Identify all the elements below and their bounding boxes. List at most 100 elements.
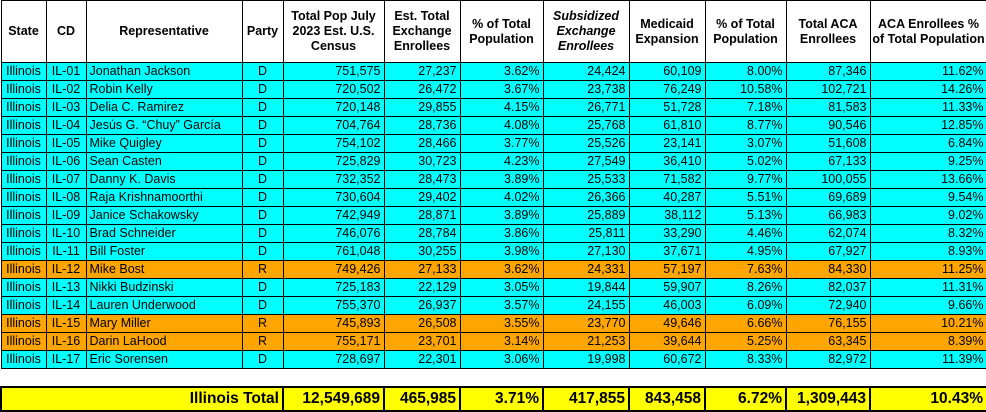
total-pop-cell: 755,171: [282, 332, 385, 351]
state-cell: Illinois: [0, 206, 47, 225]
representative-cell: Eric Sorensen: [85, 350, 243, 369]
total-pop-cell: 742,949: [282, 206, 385, 225]
party-cell: D: [241, 242, 284, 261]
exchange-cell: 28,784: [383, 224, 461, 243]
state-cell: Illinois: [0, 332, 47, 351]
total-pop-cell: 749,426: [282, 260, 385, 279]
cd-cell: IL-06: [45, 152, 87, 171]
state-cell: Illinois: [0, 296, 47, 315]
table-body: Illinois IL-01 Jonathan Jackson D 751,575 27,…: [0, 62, 986, 412]
pct-2-cell: 5.25%: [704, 332, 787, 351]
exchange-cell: 28,473: [383, 170, 461, 189]
header-pct-2: % of Total Population: [704, 0, 787, 63]
cd-cell: IL-11: [45, 242, 87, 261]
medicaid-cell: 51,728: [628, 98, 706, 117]
table-row: Illinois IL-16 Darin LaHood R 755,171 23,701 3…: [0, 332, 986, 351]
representative-cell: Bill Foster: [85, 242, 243, 261]
table-row: Illinois IL-13 Nikki Budzinski D 725,183 22,1…: [0, 278, 986, 297]
subsidized-cell: 25,526: [542, 134, 630, 153]
total-pct-1: 3.71%: [459, 386, 544, 412]
header-cd: CD: [45, 0, 87, 63]
table-row: Illinois IL-04 Jesús G. “Chuy” García D 704,…: [0, 116, 986, 135]
pct-1-cell: 4.23%: [459, 152, 544, 171]
state-cell: Illinois: [0, 62, 47, 81]
aca-pct-cell: 8.32%: [869, 224, 986, 243]
aca-cell: 100,055: [785, 170, 871, 189]
aca-cell: 67,133: [785, 152, 871, 171]
subsidized-cell: 25,533: [542, 170, 630, 189]
total-exchange: 465,985: [383, 386, 461, 412]
state-cell: Illinois: [0, 152, 47, 171]
exchange-cell: 30,723: [383, 152, 461, 171]
party-cell: D: [241, 296, 284, 315]
medicaid-cell: 60,672: [628, 350, 706, 369]
total-label: Illinois Total: [0, 386, 284, 412]
total-pop-cell: 728,697: [282, 350, 385, 369]
pct-2-cell: 5.51%: [704, 188, 787, 207]
header-pct-1: % of Total Population: [459, 0, 544, 63]
spacer-row: [1, 368, 986, 388]
party-cell: D: [241, 98, 284, 117]
table-row: Illinois IL-05 Mike Quigley D 754,102 28,466 3…: [0, 134, 986, 153]
pct-1-cell: 3.14%: [459, 332, 544, 351]
medicaid-cell: 59,907: [628, 278, 706, 297]
cd-cell: IL-03: [45, 98, 87, 117]
subsidized-cell: 24,331: [542, 260, 630, 279]
party-cell: D: [241, 350, 284, 369]
exchange-cell: 29,402: [383, 188, 461, 207]
state-cell: Illinois: [0, 98, 47, 117]
subsidized-cell: 21,253: [542, 332, 630, 351]
aca-pct-cell: 9.54%: [869, 188, 986, 207]
party-cell: D: [241, 152, 284, 171]
total-aca: 1,309,443: [785, 386, 871, 412]
total-pop-cell: 730,604: [282, 188, 385, 207]
state-cell: Illinois: [0, 188, 47, 207]
subsidized-cell: 19,844: [542, 278, 630, 297]
aca-cell: 66,983: [785, 206, 871, 225]
table-row: Illinois IL-12 Mike Bost R 749,426 27,133 3.62…: [0, 260, 986, 279]
state-cell: Illinois: [0, 134, 47, 153]
cd-cell: IL-15: [45, 314, 87, 333]
exchange-cell: 22,301: [383, 350, 461, 369]
representative-cell: Mike Quigley: [85, 134, 243, 153]
state-cell: Illinois: [0, 350, 47, 369]
state-cell: Illinois: [0, 224, 47, 243]
total-pop-cell: 720,148: [282, 98, 385, 117]
party-cell: R: [241, 314, 284, 333]
exchange-cell: 26,472: [383, 80, 461, 99]
pct-1-cell: 3.57%: [459, 296, 544, 315]
aca-cell: 62,074: [785, 224, 871, 243]
header-subsidized: Subsidized Exchange Enrollees: [542, 0, 630, 63]
representative-cell: Lauren Underwood: [85, 296, 243, 315]
pct-2-cell: 8.33%: [704, 350, 787, 369]
party-cell: D: [241, 62, 284, 81]
total-pop-cell: 732,352: [282, 170, 385, 189]
pct-1-cell: 4.02%: [459, 188, 544, 207]
exchange-cell: 26,937: [383, 296, 461, 315]
representative-cell: Delia C. Ramirez: [85, 98, 243, 117]
exchange-cell: 28,871: [383, 206, 461, 225]
aca-pct-cell: 10.21%: [869, 314, 986, 333]
aca-pct-cell: 8.93%: [869, 242, 986, 261]
aca-pct-cell: 9.66%: [869, 296, 986, 315]
cd-cell: IL-10: [45, 224, 87, 243]
party-cell: D: [241, 170, 284, 189]
pct-2-cell: 7.18%: [704, 98, 787, 117]
medicaid-cell: 71,582: [628, 170, 706, 189]
medicaid-cell: 60,109: [628, 62, 706, 81]
total-pop-cell: 754,102: [282, 134, 385, 153]
aca-cell: 67,927: [785, 242, 871, 261]
table-row: Illinois IL-09 Janice Schakowsky D 742,949 28…: [0, 206, 986, 225]
state-cell: Illinois: [0, 260, 47, 279]
party-cell: D: [241, 224, 284, 243]
subsidized-cell: 27,130: [542, 242, 630, 261]
party-cell: D: [241, 116, 284, 135]
pct-2-cell: 5.13%: [704, 206, 787, 225]
cd-cell: IL-09: [45, 206, 87, 225]
pct-2-cell: 4.46%: [704, 224, 787, 243]
party-cell: D: [241, 80, 284, 99]
party-cell: D: [241, 188, 284, 207]
cd-cell: IL-13: [45, 278, 87, 297]
total-pop-cell: 720,502: [282, 80, 385, 99]
subsidized-cell: 26,366: [542, 188, 630, 207]
